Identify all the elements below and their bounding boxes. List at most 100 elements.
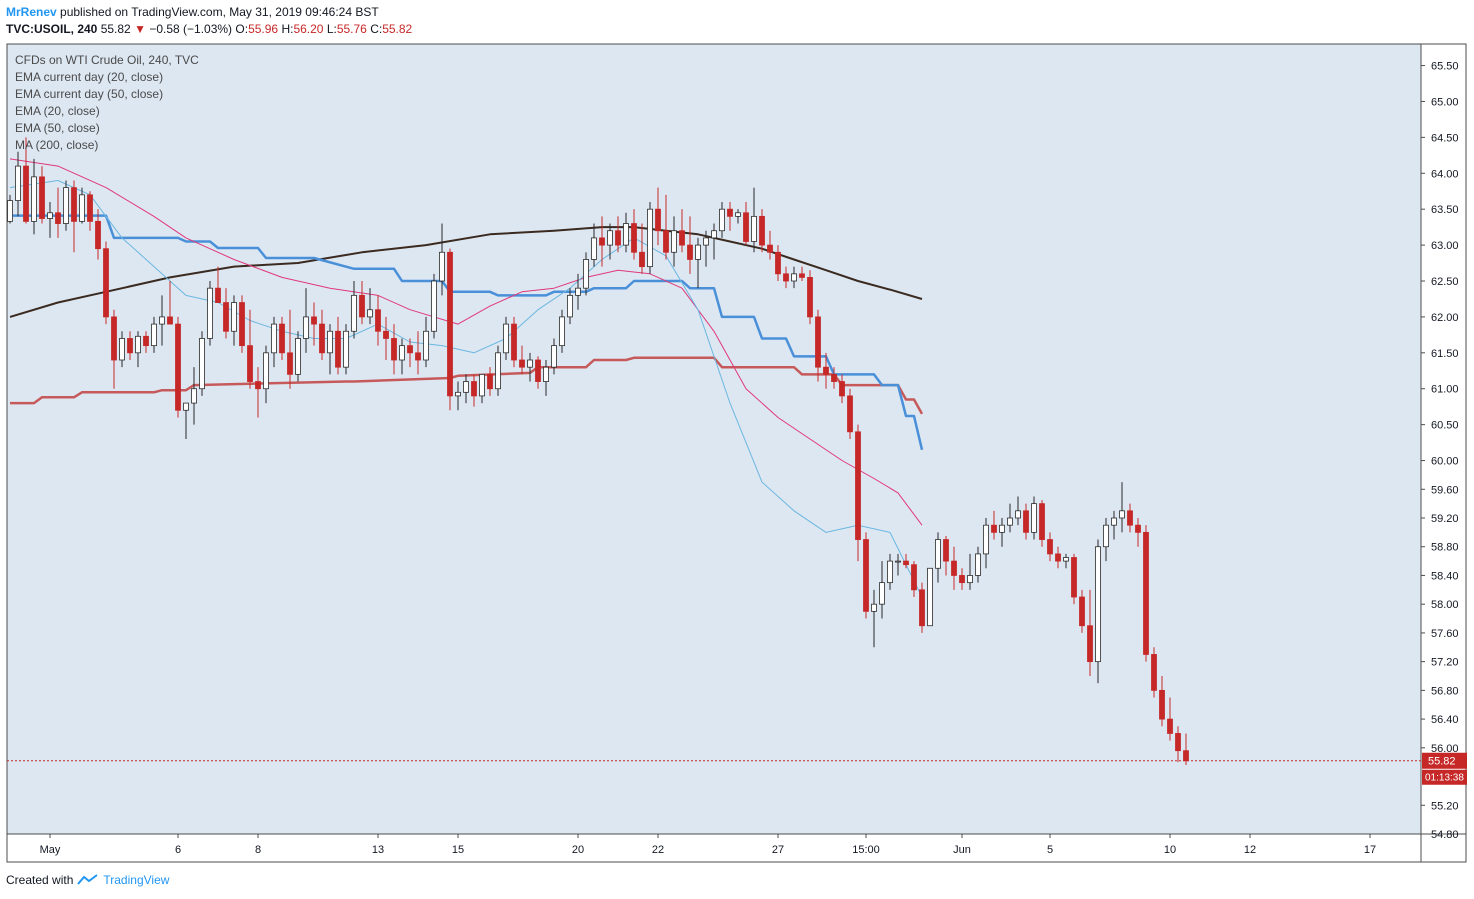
candle-body[interactable] [87, 194, 93, 222]
candle-body[interactable] [767, 244, 773, 253]
candle-body[interactable] [383, 330, 389, 339]
candle-body[interactable] [335, 330, 341, 368]
candle-body[interactable] [1095, 546, 1101, 663]
candle-body[interactable] [287, 352, 293, 375]
candle-body[interactable] [255, 381, 261, 390]
candle-body[interactable] [1087, 625, 1093, 663]
candle-body[interactable] [55, 212, 61, 224]
candle-body[interactable] [79, 194, 85, 222]
candle-body[interactable] [207, 287, 213, 339]
legend-ema-day-20[interactable]: EMA current day (20, close) [15, 70, 164, 84]
candle-body[interactable] [927, 567, 933, 627]
candle-body[interactable] [15, 165, 21, 201]
candle-body[interactable] [471, 381, 477, 397]
legend-ma-200[interactable]: MA (200, close) [15, 138, 99, 152]
candle-body[interactable] [1015, 510, 1021, 519]
legend-ema-20[interactable]: EMA (20, close) [15, 104, 100, 118]
candle-body[interactable] [175, 323, 181, 411]
candle-body[interactable] [359, 294, 365, 318]
candle-body[interactable] [591, 237, 597, 260]
candle-body[interactable] [103, 248, 109, 318]
candle-body[interactable] [807, 277, 813, 318]
tradingview-link[interactable]: TradingView [103, 873, 170, 887]
legend-ema-day-50[interactable]: EMA current day (50, close) [15, 87, 164, 101]
candle-body[interactable] [23, 165, 29, 222]
candle-body[interactable] [239, 302, 245, 347]
candle-body[interactable] [855, 431, 861, 540]
legend-ema-50[interactable]: EMA (50, close) [15, 121, 100, 135]
candle-body[interactable] [479, 373, 485, 397]
candle-body[interactable] [327, 330, 333, 354]
candle-body[interactable] [367, 309, 373, 318]
candle-body[interactable] [343, 330, 349, 368]
candle-body[interactable] [959, 575, 965, 584]
candle-body[interactable] [1135, 524, 1141, 533]
candle-body[interactable] [655, 208, 661, 232]
candle-body[interactable] [783, 273, 789, 282]
candle-body[interactable] [639, 251, 645, 268]
candle-body[interactable] [1079, 596, 1085, 627]
candle-body[interactable] [703, 237, 709, 246]
candle-body[interactable] [623, 223, 629, 246]
candle-body[interactable] [263, 352, 269, 390]
candle-body[interactable] [519, 359, 525, 368]
candle-body[interactable] [911, 564, 917, 591]
candle-body[interactable] [695, 244, 701, 260]
candle-body[interactable] [1167, 718, 1173, 734]
candle-body[interactable] [1039, 503, 1045, 540]
candle-body[interactable] [391, 338, 397, 361]
candle-body[interactable] [191, 388, 197, 404]
candle-body[interactable] [791, 273, 797, 282]
candle-body[interactable] [295, 338, 301, 375]
candle-body[interactable] [663, 230, 669, 253]
candle-body[interactable] [407, 345, 413, 354]
candle-body[interactable] [751, 215, 757, 242]
candle-body[interactable] [423, 330, 429, 361]
candle-body[interactable] [551, 345, 557, 368]
candle-body[interactable] [583, 259, 589, 289]
candle-body[interactable] [647, 208, 653, 268]
candle-body[interactable] [1055, 553, 1061, 562]
candle-body[interactable] [1023, 510, 1029, 533]
candle-body[interactable] [991, 524, 997, 533]
candle-body[interactable] [951, 560, 957, 576]
candle-body[interactable] [535, 359, 541, 382]
candle-body[interactable] [671, 230, 677, 253]
candle-body[interactable] [879, 582, 885, 605]
candle-body[interactable] [439, 251, 445, 282]
candle-body[interactable] [967, 575, 973, 584]
candle-body[interactable] [575, 287, 581, 296]
candle-body[interactable] [799, 273, 805, 278]
candle-body[interactable] [1063, 557, 1069, 562]
candle-body[interactable] [775, 251, 781, 275]
candle-body[interactable] [455, 391, 461, 397]
candle-body[interactable] [135, 335, 141, 354]
candle-body[interactable] [615, 230, 621, 246]
candle-body[interactable] [247, 345, 253, 382]
candle-body[interactable] [47, 212, 53, 219]
candle-body[interactable] [711, 230, 717, 239]
candle-body[interactable] [1119, 510, 1125, 519]
candle-body[interactable] [31, 176, 37, 222]
candle-body[interactable] [919, 589, 925, 627]
candle-body[interactable] [999, 524, 1005, 533]
candle-body[interactable] [511, 323, 517, 361]
candle-body[interactable] [839, 381, 845, 397]
candle-body[interactable] [119, 338, 125, 361]
candle-body[interactable] [823, 366, 829, 375]
candle-body[interactable] [1127, 510, 1133, 526]
candle-body[interactable] [183, 402, 189, 411]
candle-body[interactable] [447, 251, 453, 397]
candle-body[interactable] [71, 187, 77, 222]
candle-body[interactable] [231, 302, 237, 332]
candle-body[interactable] [687, 244, 693, 260]
candle-body[interactable] [111, 316, 117, 361]
candle-body[interactable] [1143, 531, 1149, 655]
candle-body[interactable] [1159, 689, 1165, 720]
candle-body[interactable] [351, 294, 357, 332]
author-name[interactable]: MrRenev [6, 5, 57, 19]
candle-body[interactable] [727, 208, 733, 217]
candle-body[interactable] [543, 366, 549, 382]
candle-body[interactable] [215, 287, 221, 303]
